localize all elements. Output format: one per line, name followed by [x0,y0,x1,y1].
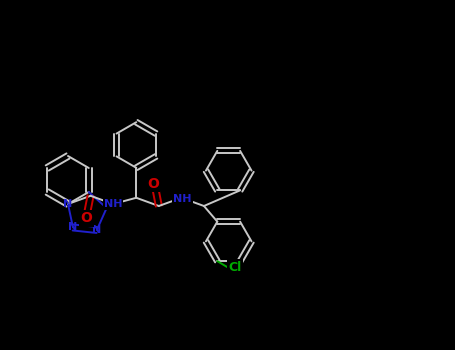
Text: O: O [81,211,92,225]
Text: N: N [63,199,73,209]
Text: N: N [68,223,78,232]
Text: NH: NH [104,199,122,209]
Text: NH: NH [173,194,192,204]
Text: N: N [92,225,101,235]
Text: Cl: Cl [229,261,242,274]
Text: O: O [147,177,159,191]
